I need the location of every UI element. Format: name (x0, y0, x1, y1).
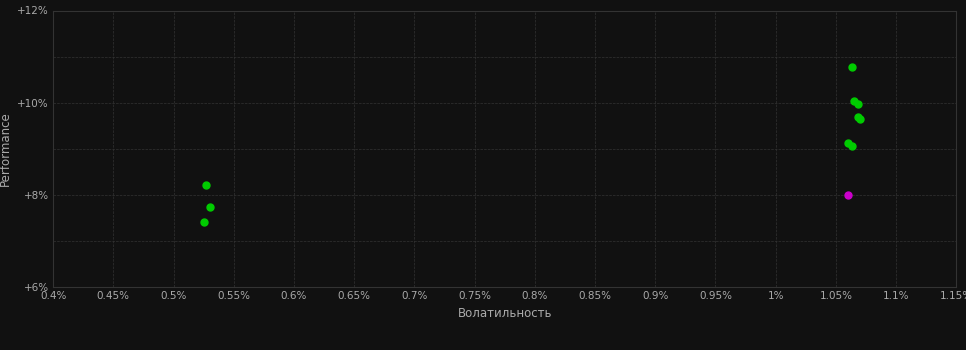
Y-axis label: Performance: Performance (0, 111, 12, 186)
Point (850, 114, 866, 120)
Point (850, 101, 866, 107)
Point (852, 117, 867, 122)
Point (198, 182, 213, 188)
Point (840, 192, 856, 198)
Point (846, 98, 862, 104)
Point (196, 219, 212, 224)
Point (844, 143, 860, 148)
Point (844, 64, 860, 70)
X-axis label: Волатильность: Волатильность (458, 307, 552, 320)
Point (202, 204, 217, 210)
Point (840, 140, 856, 146)
